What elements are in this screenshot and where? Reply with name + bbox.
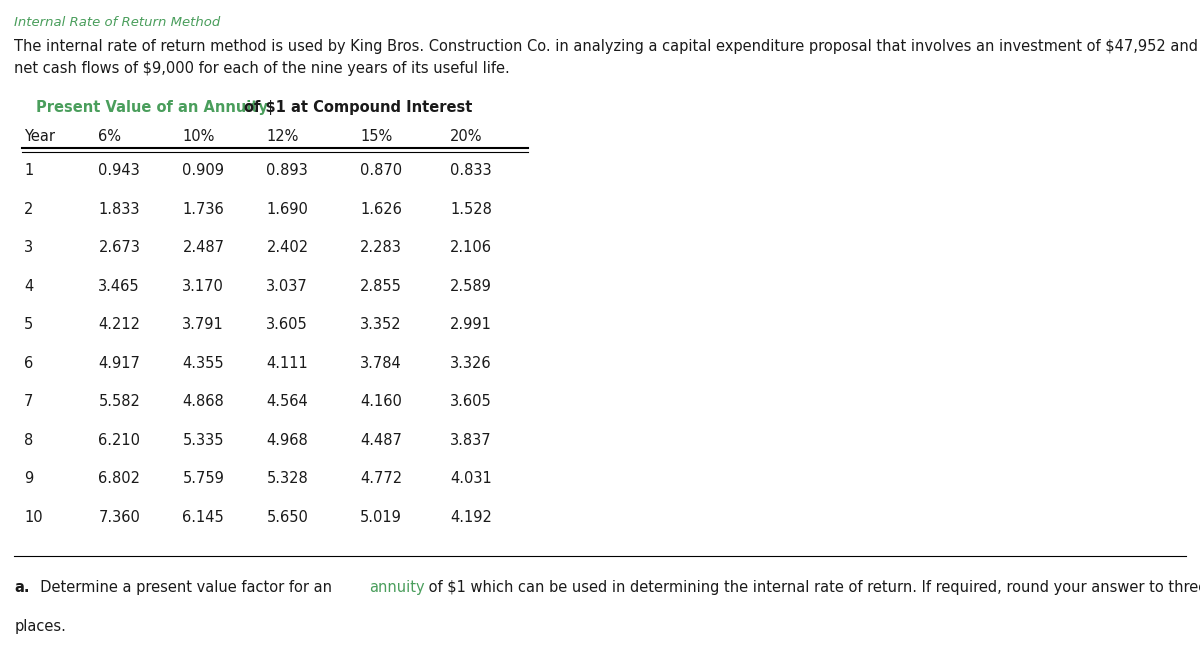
Text: 3.605: 3.605 [450,394,492,409]
Text: of $1 at Compound Interest: of $1 at Compound Interest [244,100,472,115]
Text: 2.402: 2.402 [266,240,308,255]
Text: 4.868: 4.868 [182,394,224,409]
Text: 4.031: 4.031 [450,471,492,486]
Text: 15%: 15% [360,129,392,144]
Text: 6.802: 6.802 [98,471,140,486]
Text: 20%: 20% [450,129,482,144]
Text: 2.106: 2.106 [450,240,492,255]
Text: 8: 8 [24,432,34,448]
Text: 12%: 12% [266,129,299,144]
Text: 4.355: 4.355 [182,356,224,371]
Text: 6.210: 6.210 [98,432,140,448]
Text: 5.759: 5.759 [182,471,224,486]
Text: 2.855: 2.855 [360,278,402,294]
Text: 4.564: 4.564 [266,394,308,409]
Text: The internal rate of return method is used by King Bros. Construction Co. in ana: The internal rate of return method is us… [14,39,1200,54]
Text: a.: a. [14,580,30,595]
Text: 3.326: 3.326 [450,356,492,371]
Text: 4.772: 4.772 [360,471,402,486]
Text: 6: 6 [24,356,34,371]
Text: 1: 1 [24,163,34,178]
Text: 2.487: 2.487 [182,240,224,255]
Text: 1.626: 1.626 [360,202,402,217]
Text: 5.650: 5.650 [266,510,308,525]
Text: 0.870: 0.870 [360,163,402,178]
Text: 1.528: 1.528 [450,202,492,217]
Text: 10: 10 [24,510,43,525]
Text: 0.893: 0.893 [266,163,308,178]
Text: 4.192: 4.192 [450,510,492,525]
Text: 4: 4 [24,278,34,294]
Text: 7.360: 7.360 [98,510,140,525]
Text: 1.736: 1.736 [182,202,224,217]
Text: 9: 9 [24,471,34,486]
Text: 4.968: 4.968 [266,432,308,448]
Text: places.: places. [14,619,66,634]
Text: 1.833: 1.833 [98,202,140,217]
Text: 0.909: 0.909 [182,163,224,178]
Text: 4.160: 4.160 [360,394,402,409]
Text: Determine a present value factor for an: Determine a present value factor for an [31,580,337,595]
Text: net cash flows of $9,000 for each of the nine years of its useful life.: net cash flows of $9,000 for each of the… [14,61,510,76]
Text: 1.690: 1.690 [266,202,308,217]
Text: 0.943: 0.943 [98,163,140,178]
Text: 3: 3 [24,240,34,255]
Text: 3.465: 3.465 [98,278,140,294]
Text: 3.352: 3.352 [360,317,402,332]
Text: 6.145: 6.145 [182,510,224,525]
Text: 2: 2 [24,202,34,217]
Text: 4.917: 4.917 [98,356,140,371]
Text: 5.335: 5.335 [182,432,224,448]
Text: 6%: 6% [98,129,121,144]
Text: 2.283: 2.283 [360,240,402,255]
Text: 0.833: 0.833 [450,163,492,178]
Text: annuity: annuity [370,580,425,595]
Text: 3.791: 3.791 [182,317,224,332]
Text: 2.991: 2.991 [450,317,492,332]
Text: Internal Rate of Return Method: Internal Rate of Return Method [14,16,221,29]
Text: 3.784: 3.784 [360,356,402,371]
Text: 4.212: 4.212 [98,317,140,332]
Text: 3.037: 3.037 [266,278,308,294]
Text: 5.328: 5.328 [266,471,308,486]
Text: 5: 5 [24,317,34,332]
Text: 4.487: 4.487 [360,432,402,448]
Text: 5.019: 5.019 [360,510,402,525]
Text: 4.111: 4.111 [266,356,308,371]
Text: of $1 which can be used in determining the internal rate of return. If required,: of $1 which can be used in determining t… [424,580,1200,595]
Text: 3.605: 3.605 [266,317,308,332]
Text: 2.673: 2.673 [98,240,140,255]
Text: 2.589: 2.589 [450,278,492,294]
Text: 3.837: 3.837 [450,432,492,448]
Text: 3.170: 3.170 [182,278,224,294]
Text: 7: 7 [24,394,34,409]
Text: 5.582: 5.582 [98,394,140,409]
Text: 10%: 10% [182,129,215,144]
Text: Present Value of an Annuity: Present Value of an Annuity [36,100,274,115]
Text: Year: Year [24,129,55,144]
